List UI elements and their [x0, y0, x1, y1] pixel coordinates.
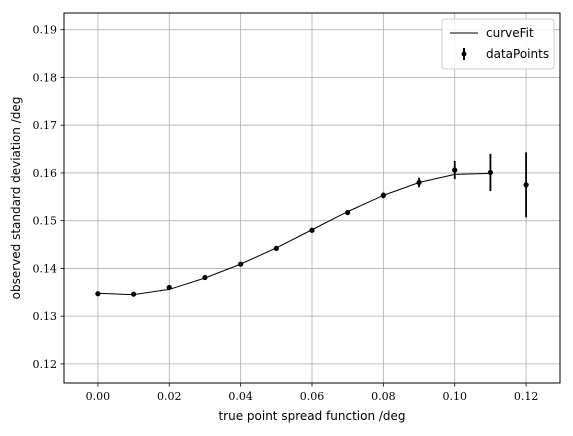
data-point: [238, 261, 244, 267]
x-axis-label: true point spread function /deg: [218, 409, 405, 423]
data-point: [345, 209, 351, 216]
x-tick-label: 0.00: [86, 390, 111, 403]
y-axis-label: observed standard deviation /deg: [9, 97, 23, 300]
data-point: [416, 179, 422, 186]
y-tick-label: 0.18: [33, 71, 58, 84]
data-point: [487, 169, 494, 176]
y-tick-label: 0.12: [33, 358, 58, 371]
x-tick-label: 0.10: [442, 390, 467, 403]
grid: [64, 13, 560, 383]
data-point: [202, 274, 208, 281]
legend-label-datapoints: dataPoints: [486, 47, 549, 61]
data-point: [166, 284, 172, 291]
curve-fit-line: [97, 172, 491, 296]
x-tick-label: 0.02: [157, 390, 182, 403]
x-tick-label: 0.08: [371, 390, 396, 403]
series-dataPoints: [95, 152, 529, 297]
y-tick-label: 0.15: [33, 215, 58, 228]
legend-marker-swatch: [461, 51, 467, 57]
data-point: [95, 291, 101, 297]
x-tick-label: 0.12: [514, 390, 539, 403]
y-tick-label: 0.13: [33, 310, 58, 323]
data-point: [130, 291, 137, 297]
x-tick-label: 0.04: [228, 390, 253, 403]
legend: curveFit dataPoints: [441, 18, 555, 70]
y-tick-label: 0.16: [33, 167, 58, 180]
legend-label-curvefit: curveFit: [486, 26, 534, 40]
data-point: [452, 167, 458, 173]
data-point: [380, 192, 386, 198]
y-tick-label: 0.14: [33, 262, 58, 275]
data-point: [309, 227, 315, 233]
axis-ticks: 0.00 0.02 0.04 0.06 0.08 0.10 0.12 0.12 0.13 0.14…: [33, 24, 539, 403]
series-curveFit: [97, 172, 491, 296]
x-tick-label: 0.06: [300, 390, 325, 403]
y-tick-label: 0.17: [33, 119, 58, 132]
legend-box: [441, 18, 555, 70]
plot-series: [95, 152, 529, 297]
data-point: [523, 182, 529, 188]
y-tick-label: 0.19: [33, 24, 58, 37]
data-point: [273, 245, 279, 251]
